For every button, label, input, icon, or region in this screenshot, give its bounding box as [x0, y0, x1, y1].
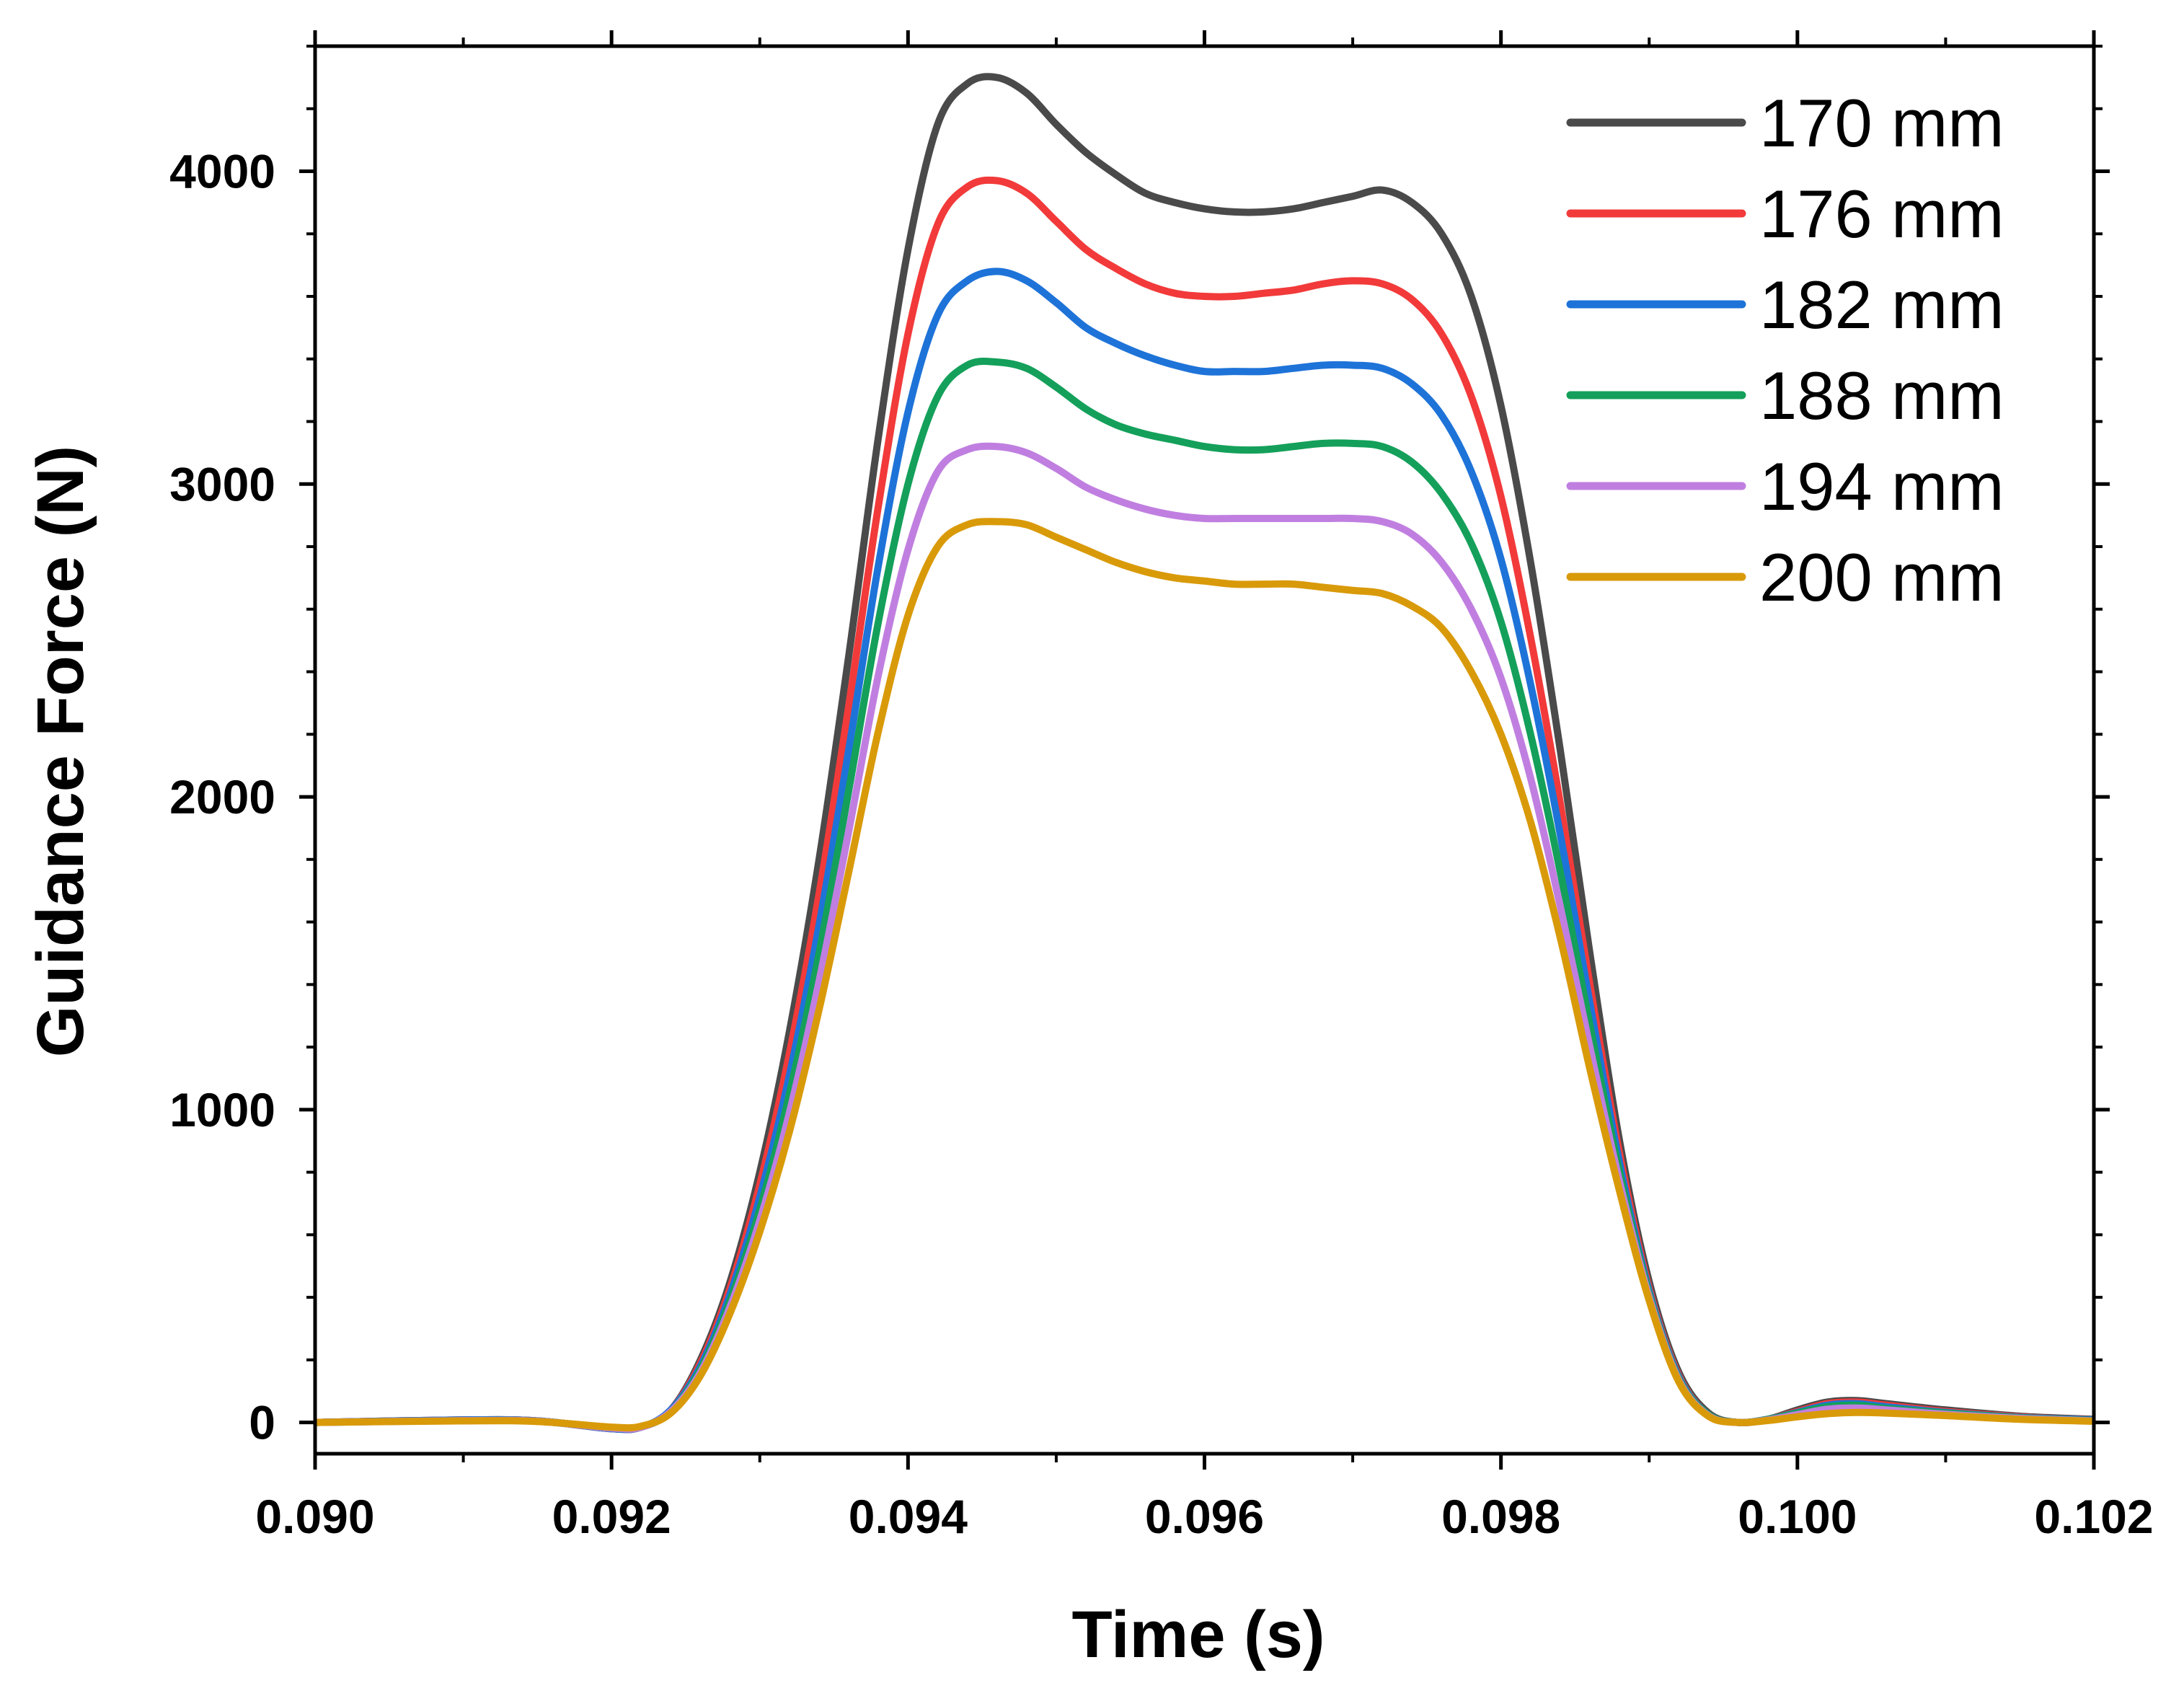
y-axis-ticks: 0 1000 2000 3000 4000	[169, 45, 2110, 1449]
y-tick-label: 1000	[169, 1083, 275, 1136]
x-tick-label: 0.096	[1145, 1490, 1264, 1543]
x-axis-ticks: 0.090 0.092 0.094 0.096 0.098 0.100 0.102	[255, 30, 2154, 1543]
x-tick-label: 0.098	[1441, 1490, 1560, 1543]
y-tick-label: 2000	[169, 770, 275, 823]
y-tick-label: 3000	[169, 457, 275, 511]
legend-label-176-mm: 176 mm	[1759, 176, 2004, 252]
y-axis-title: Guidance Force (N)	[24, 446, 97, 1058]
y-tick-label: 0	[249, 1396, 275, 1449]
legend-label-200-mm: 200 mm	[1759, 539, 2004, 615]
x-tick-label: 0.092	[552, 1490, 671, 1543]
legend-label-194-mm: 194 mm	[1759, 449, 2004, 524]
x-tick-label: 0.100	[1738, 1490, 1857, 1543]
x-axis-title: Time (s)	[1071, 1598, 1325, 1671]
x-tick-label: 0.102	[2034, 1490, 2153, 1543]
plot-area-series	[315, 73, 2094, 1434]
y-tick-label: 4000	[169, 145, 275, 198]
legend-label-182-mm: 182 mm	[1759, 267, 2004, 343]
x-tick-label: 0.090	[255, 1490, 374, 1543]
legend-label-170-mm: 170 mm	[1759, 85, 2004, 161]
legend: 170 mm 176 mm 182 mm 188 mm 194 mm 200 mm	[1566, 85, 2004, 615]
legend-label-188-mm: 188 mm	[1759, 358, 2004, 433]
series-line-200-mm	[315, 518, 2094, 1432]
x-tick-label: 0.094	[849, 1490, 968, 1543]
